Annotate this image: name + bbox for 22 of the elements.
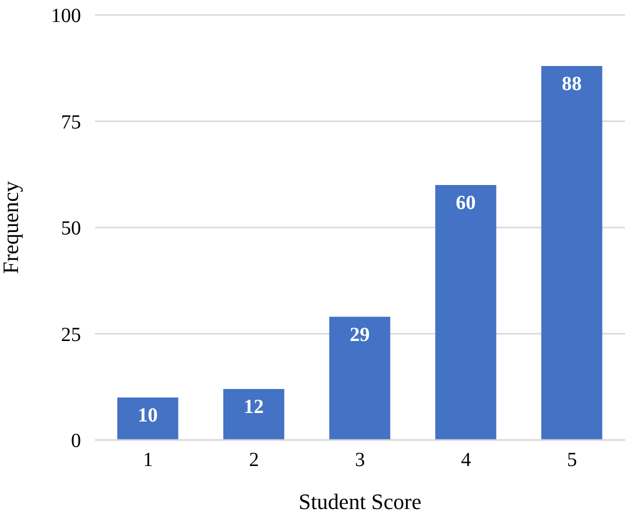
bar xyxy=(541,66,602,440)
y-tick-label: 0 xyxy=(71,430,81,452)
y-axis-title: Frequency xyxy=(0,181,23,274)
x-axis-title: Student Score xyxy=(298,489,422,514)
x-tick-label: 4 xyxy=(461,449,471,472)
x-tick-label: 5 xyxy=(567,449,577,472)
y-tick-label: 25 xyxy=(61,324,81,346)
x-tick-label: 3 xyxy=(355,449,365,472)
y-tick-label: 50 xyxy=(61,218,81,240)
data-label: 88 xyxy=(562,73,582,96)
x-tick-label: 1 xyxy=(143,449,153,472)
bar xyxy=(329,316,390,440)
y-tick-label: 100 xyxy=(51,5,81,28)
bar xyxy=(223,389,284,440)
data-label: 29 xyxy=(350,324,370,346)
x-tick-label: 2 xyxy=(249,449,259,472)
bar xyxy=(117,398,178,440)
y-tick-label: 75 xyxy=(61,111,81,134)
bar xyxy=(435,185,496,440)
data-label: 10 xyxy=(138,404,158,427)
data-label: 60 xyxy=(456,192,476,214)
data-label: 12 xyxy=(244,396,264,418)
